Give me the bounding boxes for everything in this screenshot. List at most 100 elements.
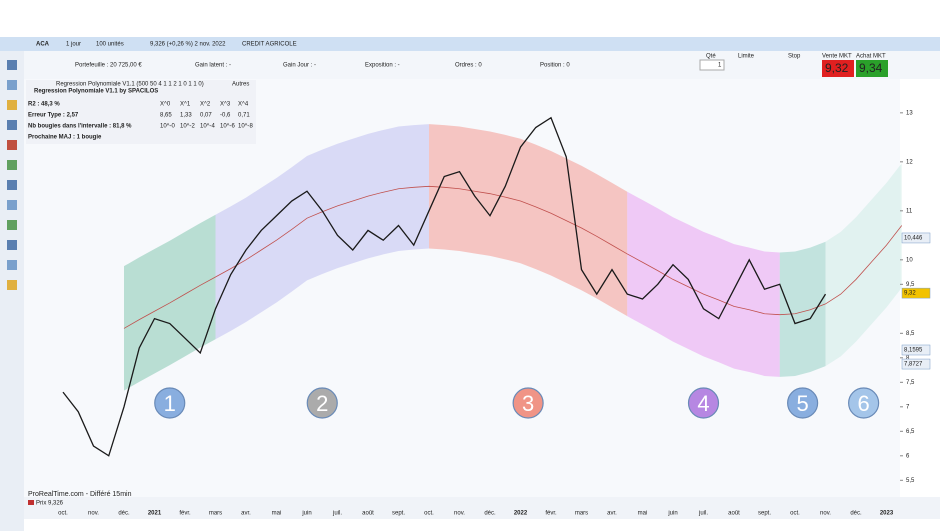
indicator-cell: 0,71 <box>238 113 250 119</box>
x-tick-label: 2023 <box>880 511 894 517</box>
price-tag-label: 7,8727 <box>904 362 923 368</box>
tool[interactable] <box>7 100 17 110</box>
indicator-title: Regression Polynomiale V1.1 (500 50 4 1 … <box>56 82 204 88</box>
qty-input[interactable] <box>699 59 725 71</box>
indicator-cell: X^1 <box>180 102 191 108</box>
zone-label: 4 <box>697 391 709 416</box>
buy-button[interactable] <box>856 60 888 77</box>
price-tag-label: 9,32 <box>904 291 916 297</box>
y-tick-label: 8 <box>906 355 910 361</box>
x-tick-label: déc. <box>850 511 862 517</box>
tool[interactable] <box>7 120 17 130</box>
symbol[interactable]: ACA <box>36 42 50 48</box>
indicator-table: R2 : 48,3 % X^0 X^1 X^2 X^3 X^4 Erreur Type : … <box>28 102 253 141</box>
qty-label: Qté <box>706 54 716 60</box>
regression-band <box>215 124 429 340</box>
position[interactable]: Position : 0 <box>540 63 570 69</box>
x-tick-label: août <box>728 511 740 517</box>
buy-label: Achat MKT <box>856 54 886 60</box>
x-tick-label: mars <box>575 511 588 517</box>
indicator-cell: 10^-0 <box>160 124 175 130</box>
price-legend-swatch <box>28 500 34 505</box>
x-tick-label: oct. <box>424 511 434 517</box>
y-tick-label: 7 <box>906 404 910 410</box>
x-tick-label: févr. <box>179 511 191 517</box>
zone-label: 6 <box>858 391 870 416</box>
units[interactable]: 100 unités <box>96 42 124 48</box>
regression-band <box>627 191 780 377</box>
indicator-cell: 10^-6 <box>220 124 235 130</box>
y-tick-label: 6,5 <box>906 429 915 435</box>
indicator-subtitle: Regression Polynomiale V1.1 by SPACILOS <box>34 89 158 95</box>
zone-badge <box>154 387 186 419</box>
source: ProRealTime.com - Différé 15min <box>28 491 132 498</box>
tool[interactable] <box>7 260 17 270</box>
indicator-panel <box>26 80 256 144</box>
x-tick-label: mai <box>272 511 282 517</box>
portfolio: Portefeuille : 20 725,00 € <box>75 63 142 69</box>
account-bar <box>0 51 940 79</box>
y-tick-label: 8,5 <box>906 331 915 337</box>
period[interactable]: 1 jour <box>66 42 81 48</box>
zone-badge <box>512 387 544 419</box>
tool[interactable] <box>7 280 17 290</box>
x-tick-label: oct. <box>58 511 68 517</box>
indicator-cell: 0,07 <box>200 113 212 119</box>
y-tick-label: 10 <box>906 257 913 263</box>
regression-band <box>825 163 902 367</box>
qty[interactable]: 1 <box>718 63 722 69</box>
y-tick-label: 7,5 <box>906 380 915 386</box>
day-gain: Gain Jour : - <box>283 63 316 69</box>
zone-label: 1 <box>164 391 176 416</box>
indicator-cell: R2 : 48,3 % <box>28 102 60 108</box>
indicator-tab[interactable]: Autres <box>232 82 249 88</box>
zone-badge <box>687 387 720 419</box>
price-tag <box>901 344 931 356</box>
indicator-cell: X^4 <box>238 102 249 108</box>
indicator-cell: 10^-4 <box>200 124 215 130</box>
x-tick-label: avr. <box>241 511 251 517</box>
y-tick-label: 5,5 <box>906 478 915 484</box>
tool[interactable] <box>7 220 17 230</box>
price-tag <box>901 358 931 370</box>
x-tick-label: mai <box>638 511 648 517</box>
orders[interactable]: Ordres : 0 <box>455 63 482 69</box>
limit-label: Limite <box>738 54 755 60</box>
tool[interactable] <box>7 240 17 250</box>
x-tick-label: sept. <box>392 511 405 517</box>
x-tick-label: nov. <box>820 511 831 517</box>
title-bar <box>0 37 940 51</box>
tool[interactable] <box>7 60 17 70</box>
x-tick-label: déc. <box>118 511 130 517</box>
indicator-cell: X^3 <box>220 102 231 108</box>
y-tick-label: 13 <box>906 110 913 116</box>
zone-badge <box>787 387 819 419</box>
latent-gain: Gain latent : - <box>195 63 231 69</box>
y-tick-label: 9,5 <box>906 282 915 288</box>
stop-label: Stop <box>788 54 801 60</box>
indicator-cell: 10^-8 <box>238 124 253 130</box>
indicator-cell: Prochaine MAJ : 1 bougie <box>28 135 102 141</box>
indicator-cell: Nb bougies dans l'intervalle : 81,8 % <box>28 124 132 130</box>
tool[interactable] <box>7 160 17 170</box>
buy-price[interactable]: 9,34 <box>859 61 883 75</box>
sell-button[interactable] <box>822 60 854 77</box>
regression-line <box>123 185 903 329</box>
indicator-cell: X^2 <box>200 102 211 108</box>
tool[interactable] <box>7 200 17 210</box>
x-tick-label: 2022 <box>514 511 528 517</box>
tool[interactable] <box>7 140 17 150</box>
x-tick-label: mars <box>209 511 222 517</box>
price-tag-label: 10,446 <box>904 236 923 242</box>
tool[interactable] <box>7 180 17 190</box>
y-tick-label: 12 <box>906 159 913 165</box>
time-axis <box>24 497 940 519</box>
left-toolbar <box>0 51 24 531</box>
sell-price[interactable]: 9,32 <box>825 61 849 75</box>
tool[interactable] <box>7 80 17 90</box>
x-tick-label: oct. <box>790 511 800 517</box>
price-tag <box>901 232 931 244</box>
